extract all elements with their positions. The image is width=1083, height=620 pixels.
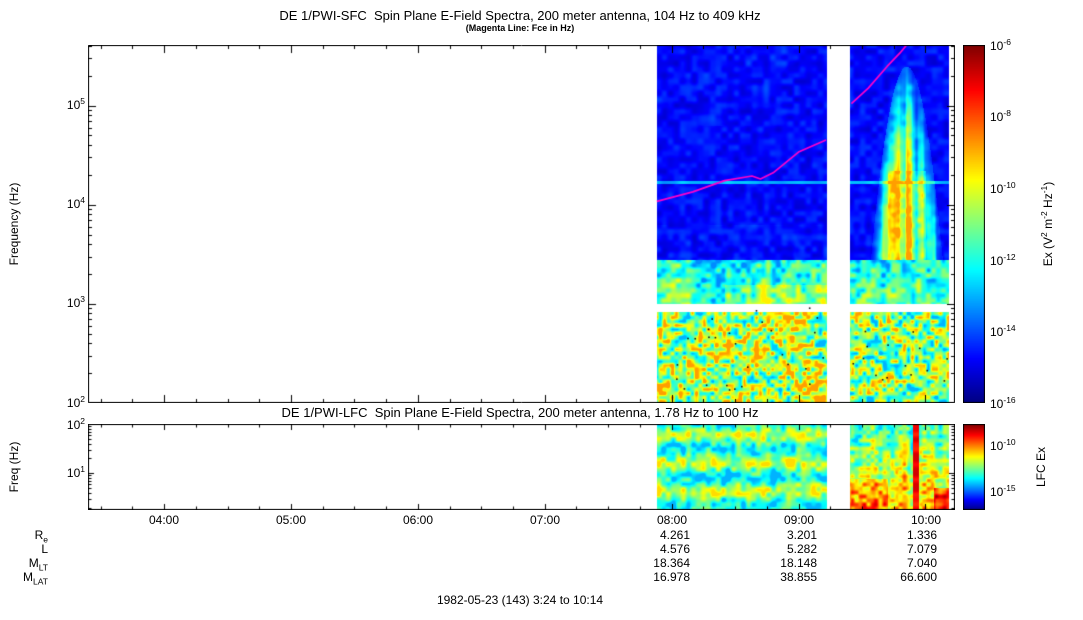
tick-exp: 3: [80, 294, 85, 304]
sfc-cbar-tick-1e-16: 10-16: [990, 395, 1040, 411]
ephem-label-l: L: [0, 542, 48, 558]
tick-base: 10: [990, 110, 1004, 124]
xtick-0900: 09:00: [783, 513, 815, 527]
tick-base: 10: [990, 39, 1004, 53]
ephem-value: 16.978: [653, 570, 690, 584]
sfc-ytick-1e5: 105: [50, 96, 85, 112]
tick-exp: -12: [1003, 252, 1016, 262]
sfc-cbar-tick-1e-12: 10-12: [990, 252, 1040, 268]
sfc-subtitle: (Magenta Line: Fce in Hz): [465, 23, 575, 33]
tick-base: 10: [990, 182, 1004, 196]
ephem-base: R: [34, 528, 44, 542]
lfc-cbar-tick-1e-10: 10-10: [990, 437, 1040, 453]
xtick-0600: 06:00: [402, 513, 434, 527]
ephem-value: 7.079: [906, 542, 937, 556]
lfc-yaxis-label: Freq (Hz): [7, 441, 21, 493]
ephem-value: 38.855: [780, 570, 817, 584]
ephem-value: 4.576: [659, 542, 690, 556]
unit-part: Ex (V: [1041, 236, 1055, 267]
ephem-label-mlt: MLT: [0, 556, 48, 572]
unit-part: m: [1041, 218, 1055, 233]
ephem-base: M: [28, 556, 39, 570]
sfc-cbar-tick-1e-10: 10-10: [990, 180, 1040, 196]
sfc-ytick-1e3: 103: [50, 294, 85, 310]
lfc-cbar-tick-1e-15: 10-15: [990, 483, 1040, 499]
footer-date-range: 1982-05-23 (143) 3:24 to 10:14: [436, 593, 604, 607]
ephem-value: 4.261: [659, 528, 690, 542]
sfc-cbar-tick-1e-14: 10-14: [990, 323, 1040, 339]
sfc-ytick-1e4: 104: [50, 195, 85, 211]
xtick-0400: 04:00: [148, 513, 180, 527]
tick-base: 10: [66, 418, 81, 432]
sfc-ytick-1e2: 102: [50, 394, 85, 410]
sfc-cbar-unit-label: Ex (V2 m-2 Hz-1): [1039, 44, 1055, 404]
tick-exp: -15: [1003, 483, 1016, 493]
unit-sup: -1: [1039, 185, 1049, 194]
sfc-spectrogram: [88, 45, 955, 403]
ephem-value: 7.040: [906, 556, 937, 570]
ephem-value: 66.600: [900, 570, 937, 584]
unit-part: ): [1041, 181, 1055, 186]
lfc-ytick-1e2: 102: [50, 416, 85, 432]
tick-base: 10: [66, 466, 81, 480]
tick-base: 10: [66, 396, 81, 410]
tick-exp: -16: [1003, 395, 1016, 405]
unit-part: Hz: [1041, 193, 1055, 212]
tick-exp: -8: [1003, 108, 1011, 118]
sfc-yaxis-label: Frequency (Hz): [7, 182, 21, 266]
ephem-label-mlat: MLAT: [0, 570, 48, 586]
tick-base: 10: [990, 439, 1004, 453]
xtick-0700: 07:00: [529, 513, 561, 527]
lfc-cbar-unit-label: LFC Ex: [1034, 447, 1048, 488]
tick-exp: 2: [80, 394, 85, 404]
tick-base: 10: [990, 325, 1004, 339]
tick-exp: -6: [1003, 37, 1011, 47]
tick-base: 10: [990, 485, 1004, 499]
ephem-sub: LT: [38, 562, 48, 573]
tick-base: 10: [990, 254, 1004, 268]
lfc-colorbar: [963, 424, 985, 510]
sfc-title: DE 1/PWI-SFC Spin Plane E-Field Spectra,…: [279, 8, 761, 23]
ephem-value: 18.148: [780, 556, 817, 570]
tick-base: 10: [66, 296, 81, 310]
ephem-sub: e: [43, 534, 48, 545]
tick-exp: -14: [1003, 323, 1016, 333]
sfc-cbar-tick-1e-6: 10-6: [990, 37, 1040, 53]
sfc-colorbar: [963, 45, 985, 403]
sfc-cbar-tick-1e-8: 10-8: [990, 108, 1040, 124]
tick-exp: 1: [80, 464, 85, 474]
xtick-0500: 05:00: [275, 513, 307, 527]
ephem-base: M: [23, 570, 34, 584]
lfc-spectrogram: [88, 424, 955, 510]
ephem-base: L: [41, 542, 48, 556]
ephem-value: 1.336: [906, 528, 937, 542]
unit-sup: -2: [1039, 211, 1049, 219]
tick-exp: 5: [80, 96, 85, 106]
unit-sup: 2: [1039, 232, 1049, 237]
tick-base: 10: [66, 197, 81, 211]
lfc-title: DE 1/PWI-LFC Spin Plane E-Field Spectra,…: [281, 405, 759, 420]
xtick-1000: 10:00: [910, 513, 942, 527]
ephem-sub: LAT: [33, 576, 48, 587]
ephem-value: 18.364: [653, 556, 690, 570]
ephem-value: 5.282: [786, 542, 817, 556]
ephem-label-re: Re: [0, 528, 48, 544]
tick-base: 10: [990, 397, 1004, 411]
tick-base: 10: [66, 98, 81, 112]
ephem-value: 3.201: [786, 528, 817, 542]
xtick-0800: 08:00: [656, 513, 688, 527]
tick-exp: -10: [1003, 180, 1016, 190]
tick-exp: 4: [80, 195, 85, 205]
tick-exp: 2: [80, 416, 85, 426]
tick-exp: -10: [1003, 437, 1016, 447]
lfc-ytick-1e1: 101: [50, 464, 85, 480]
